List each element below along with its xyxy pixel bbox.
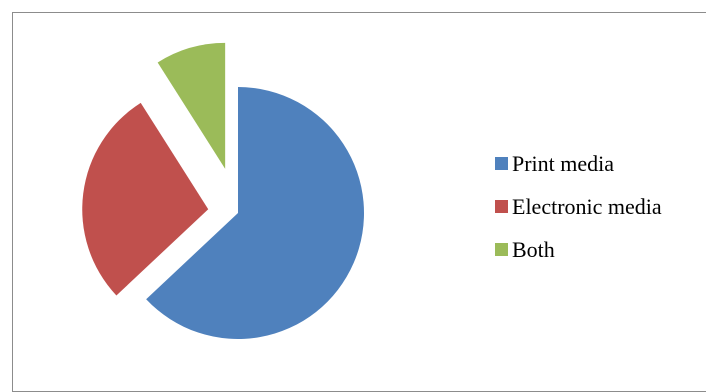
pie-slice-electronic-media [82,102,209,296]
legend-item-print-media: Print media [495,142,662,185]
legend-item-both: Both [495,228,662,271]
chart-legend: Print media Electronic media Both [495,142,662,271]
pie-slice-print-media [146,87,365,339]
legend-swatch-electronic-media [495,200,508,213]
pie-slice-both [157,42,226,169]
legend-label-both: Both [512,236,555,262]
legend-label-print-media: Print media [512,150,615,176]
pie-chart [82,42,365,339]
legend-item-electronic-media: Electronic media [495,185,662,228]
legend-swatch-both [495,243,508,256]
legend-label-electronic-media: Electronic media [512,193,662,219]
legend-swatch-print-media [495,157,508,170]
